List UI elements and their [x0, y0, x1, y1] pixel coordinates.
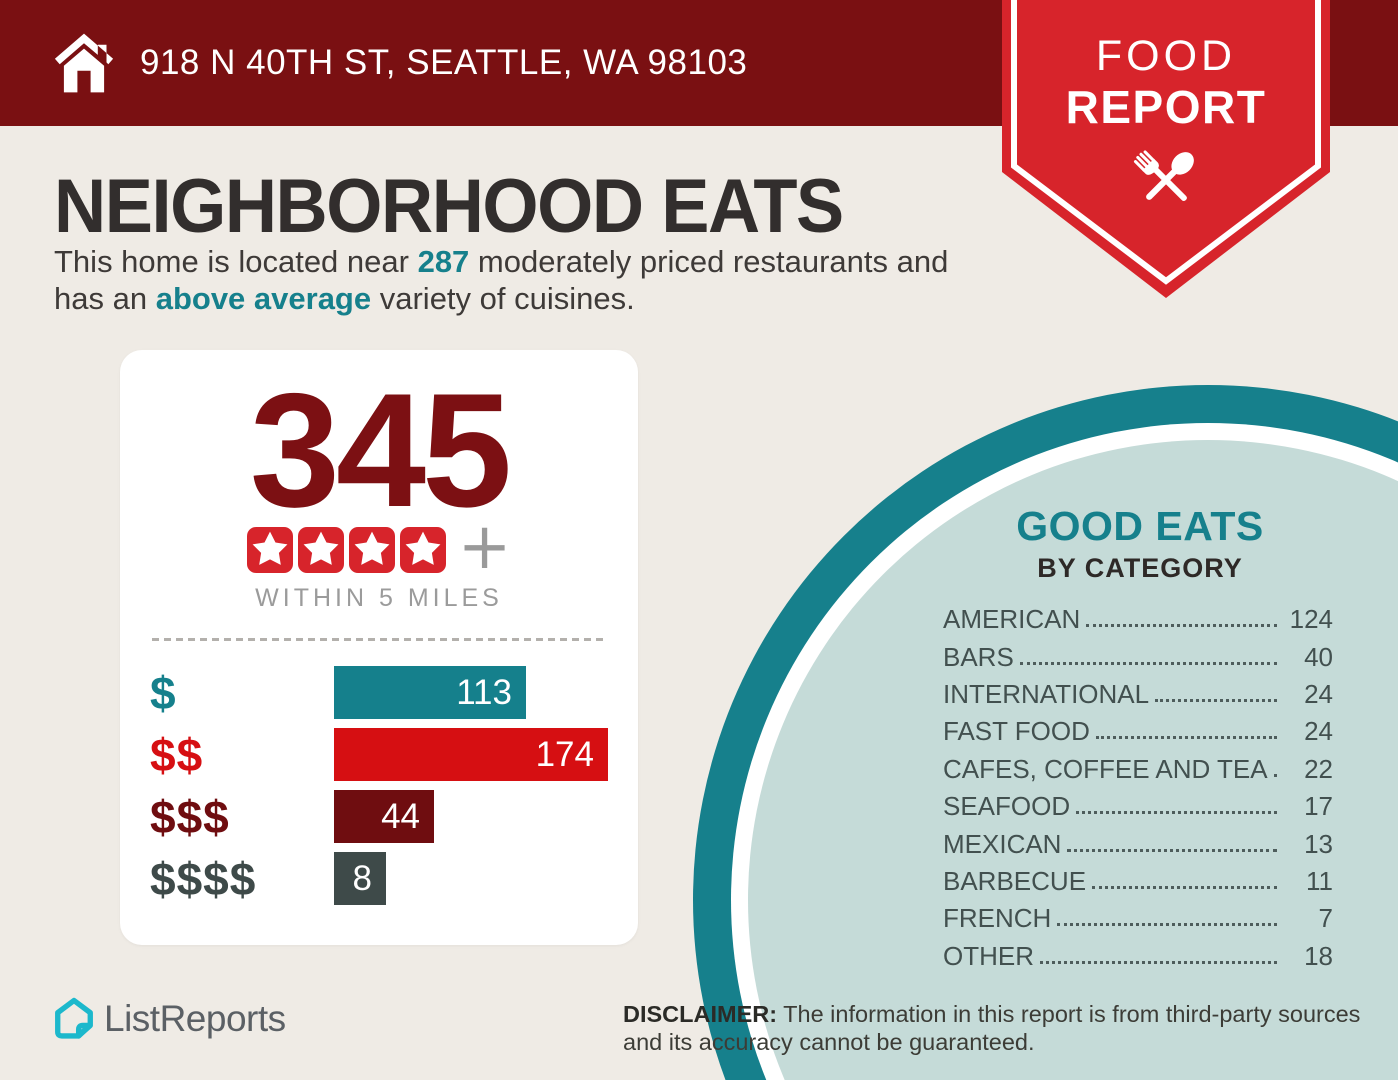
- disclaimer-label: DISCLAIMER:: [623, 1001, 778, 1027]
- price-bar-value: 8: [352, 858, 372, 898]
- price-bar: 113: [334, 666, 526, 719]
- star-rating: [246, 527, 446, 573]
- category-row: INTERNATIONAL 24: [943, 676, 1333, 713]
- category-row: CAFES, COFFEE AND TEA 22: [943, 751, 1333, 788]
- category-label: INTERNATIONAL: [943, 678, 1150, 709]
- dotted-leader: [1092, 885, 1277, 889]
- dotted-leader: [1040, 960, 1277, 964]
- subtitle-text: moderately priced restaurants and: [469, 244, 949, 279]
- price-bar-row: $$$$ 8: [150, 852, 638, 905]
- restaurant-count: 287: [417, 244, 470, 279]
- category-label: AMERICAN: [943, 604, 1081, 635]
- category-value: 40: [1304, 641, 1333, 672]
- plus-icon: +: [457, 510, 512, 584]
- price-bar: 44: [334, 790, 434, 843]
- property-address: 918 N 40TH ST, SEATTLE, WA 98103: [140, 43, 748, 82]
- category-value: 7: [1318, 903, 1333, 934]
- page-title: NEIGHBORHOOD EATS: [54, 164, 844, 249]
- dotted-leader: [1095, 736, 1277, 740]
- listreports-wordmark: ListReports: [104, 997, 286, 1039]
- category-label: MEXICAN: [943, 828, 1062, 859]
- disclaimer: DISCLAIMER: The information in this repo…: [623, 1000, 1365, 1056]
- price-tier-label: $$$$: [150, 852, 257, 905]
- category-value: 17: [1304, 791, 1333, 822]
- price-bar: 8: [334, 852, 386, 905]
- category-label: CAFES, COFFEE AND TEA: [943, 753, 1268, 784]
- dotted-leader: [1019, 661, 1277, 665]
- dotted-leader: [1155, 698, 1277, 702]
- category-value: 18: [1304, 940, 1333, 971]
- category-value: 24: [1304, 678, 1333, 709]
- category-label: OTHER: [943, 940, 1034, 971]
- variety-highlight: above average: [155, 281, 372, 316]
- badge-food-label: FOOD: [1095, 32, 1237, 80]
- dotted-leader: [1067, 848, 1277, 852]
- category-row: FRENCH 7: [943, 900, 1333, 937]
- category-label: FAST FOOD: [943, 716, 1090, 747]
- price-bar-row: $113: [150, 666, 638, 719]
- category-label: BARBECUE: [943, 865, 1087, 896]
- category-row: BARBECUE 11: [943, 863, 1333, 900]
- good-eats-subtitle: BY CATEGORY: [1037, 553, 1243, 583]
- price-tier-label: $$$: [150, 790, 230, 843]
- home-icon: [54, 33, 114, 93]
- star-icon: [399, 527, 446, 573]
- category-row: OTHER 18: [943, 938, 1333, 975]
- dashed-divider: [152, 638, 606, 641]
- category-value: 11: [1306, 865, 1333, 896]
- listreports-brand: ListReports: [53, 997, 286, 1040]
- good-eats-header: GOOD EATS BY CATEGORY: [948, 503, 1332, 584]
- category-list: AMERICAN 124 BARS 40 INTERNATIONAL 24 FAST FOO…: [943, 601, 1333, 975]
- good-eats-title: GOOD EATS: [1016, 503, 1264, 549]
- category-value: 22: [1304, 753, 1333, 784]
- stats-card: 345 + WITHIN 5 MILES $113 $$ 174 $$$ 44 $$$$ 8: [120, 350, 638, 945]
- listreports-logo-icon: [55, 997, 93, 1039]
- price-bar-value: 113: [456, 672, 512, 712]
- price-bar-value: 174: [535, 734, 594, 774]
- price-bars: $113 $$ 174 $$$ 44 $$$$ 8: [150, 666, 638, 914]
- category-row: BARS 40: [943, 638, 1333, 675]
- category-label: BARS: [943, 641, 1014, 672]
- dotted-leader: [1076, 811, 1277, 815]
- category-row: AMERICAN 124: [943, 601, 1333, 638]
- category-label: SEAFOOD: [943, 791, 1071, 822]
- price-bar-row: $$ 174: [150, 728, 638, 781]
- radius-label: WITHIN 5 MILES: [255, 584, 503, 612]
- star-icon: [297, 527, 344, 573]
- star-icon: [348, 527, 395, 573]
- price-bar: 174: [334, 728, 608, 781]
- price-bar-row: $$$ 44: [150, 790, 638, 843]
- price-tier-label: $: [150, 666, 177, 719]
- price-tier-label: $$: [150, 728, 204, 781]
- category-value: 13: [1304, 828, 1333, 859]
- category-row: SEAFOOD 17: [943, 788, 1333, 825]
- restaurant-total: 345: [249, 360, 512, 541]
- subtitle-text: This home is located near: [54, 244, 418, 279]
- category-value: 24: [1304, 716, 1333, 747]
- food-report-badge: FOOD REPORT: [1002, 0, 1330, 300]
- rating-row: +: [120, 510, 638, 584]
- price-bar-value: 44: [381, 796, 420, 836]
- dotted-leader: [1057, 923, 1277, 927]
- badge-ribbon: [1002, 0, 1330, 298]
- category-value: 124: [1289, 604, 1333, 635]
- dotted-leader: [1273, 773, 1277, 777]
- star-icon: [246, 527, 293, 573]
- category-label: FRENCH: [943, 903, 1052, 934]
- crossed-spoon-fork-icon: [1133, 150, 1194, 202]
- category-row: FAST FOOD 24: [943, 713, 1333, 750]
- dotted-leader: [1086, 624, 1277, 628]
- disclaimer-text: The information in this report is from t…: [623, 1001, 1361, 1055]
- subtitle-text: has an: [54, 281, 156, 316]
- badge-report-label: REPORT: [1065, 81, 1267, 133]
- category-row: MEXICAN 13: [943, 825, 1333, 862]
- page-subtitle: This home is located near 287 moderately…: [54, 243, 948, 317]
- subtitle-text: variety of cuisines.: [371, 281, 635, 316]
